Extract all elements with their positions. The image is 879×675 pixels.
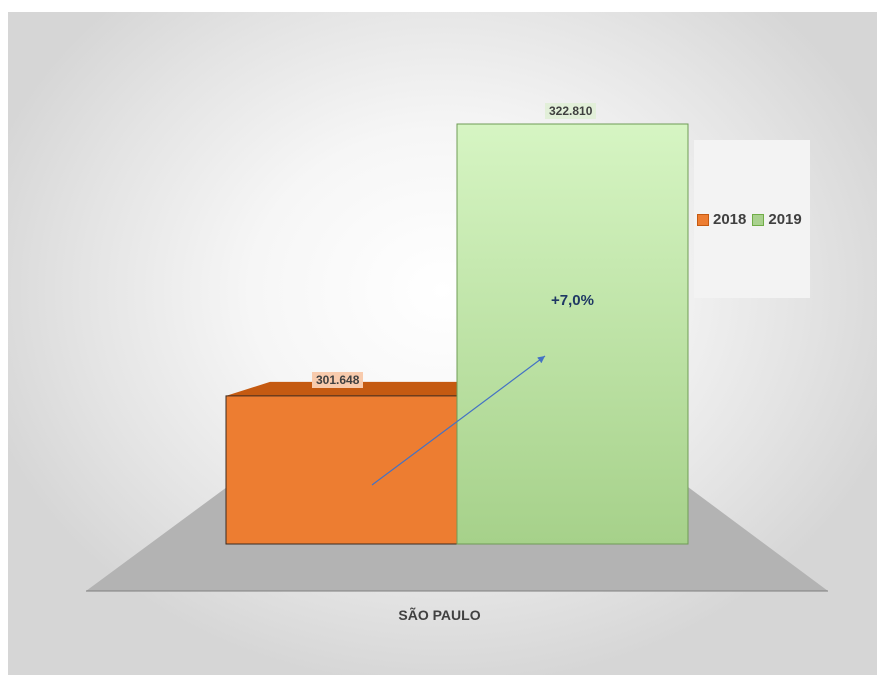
bar-top-2018	[226, 381, 457, 396]
category-label: SÃO PAULO	[398, 607, 481, 623]
data-label-2019: 322.810	[545, 103, 597, 119]
legend-item-2018: 2018	[697, 211, 746, 228]
bar-2018	[225, 395, 458, 545]
change-arrow	[371, 355, 546, 486]
legend-swatch-2019	[752, 213, 765, 226]
data-label-2018: 301.648	[312, 372, 364, 388]
legend: 2018 2019	[697, 211, 802, 228]
legend-label-2018: 2018	[713, 211, 747, 228]
legend-background	[694, 140, 810, 298]
legend-item-2019: 2019	[752, 211, 802, 228]
legend-label-2019: 2019	[768, 211, 802, 228]
bar-2019	[456, 123, 689, 545]
change-annotation: +7,0%	[551, 292, 594, 309]
legend-swatch-2018	[697, 213, 709, 226]
